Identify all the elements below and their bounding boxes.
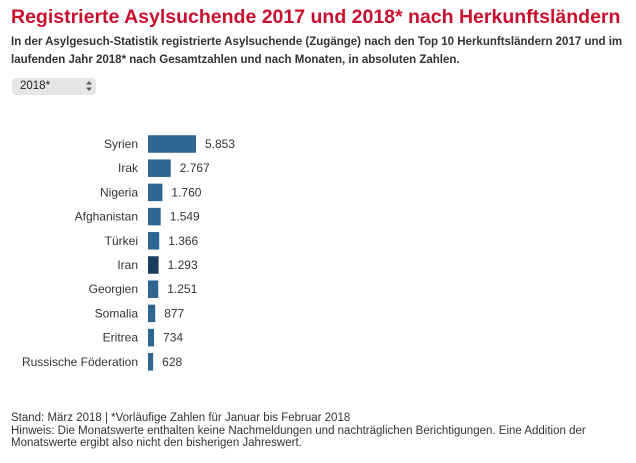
chart-title: Registrierte Asylsuchende 2017 und 2018*… — [11, 6, 621, 28]
bar-chart: Syrien 5.853 Irak 2.767 Nigeria 1.760 Afghanis… — [22, 135, 235, 371]
category-label: Iran — [117, 258, 138, 272]
footer-stand: Stand: März 2018 | *Vorläufige Zahlen fü… — [11, 412, 351, 424]
value-label: 1.366 — [168, 234, 198, 248]
category-label: Somalia — [95, 306, 139, 320]
bar[interactable] — [148, 304, 156, 323]
bar[interactable] — [148, 207, 161, 226]
footer-hinweis: Hinweis: Die Monatswerte enthalten keine… — [11, 424, 586, 450]
value-label: 1.293 — [168, 258, 198, 272]
category-label: Türkei — [105, 234, 138, 248]
value-label: 1.760 — [171, 185, 201, 199]
value-label: 5.853 — [205, 137, 235, 151]
select-arrows-icon — [86, 81, 92, 91]
bar[interactable] — [148, 135, 196, 153]
year-select[interactable]: 2018* — [12, 78, 96, 95]
category-label: Syrien — [104, 137, 138, 151]
category-label: Eritrea — [103, 331, 139, 345]
value-label: 1.251 — [167, 282, 197, 296]
value-label: 628 — [162, 355, 182, 369]
category-label: Russische Föderation — [22, 355, 138, 369]
bar[interactable] — [148, 353, 154, 371]
value-label: 1.549 — [170, 210, 200, 224]
category-label: Georgien — [89, 282, 138, 296]
category-label: Afghanistan — [75, 210, 138, 224]
category-label: Irak — [118, 161, 139, 175]
bar[interactable] — [148, 256, 159, 274]
chart-subtitle: In der Asylgesuch-Statistik registrierte… — [11, 36, 623, 66]
value-label: 2.767 — [180, 161, 210, 175]
value-label: 877 — [164, 306, 184, 320]
bar[interactable] — [148, 159, 171, 177]
category-label: Nigeria — [100, 185, 138, 199]
bar[interactable] — [148, 280, 159, 298]
bar[interactable] — [148, 232, 160, 250]
bar[interactable] — [148, 328, 155, 347]
year-select-value: 2018* — [20, 80, 51, 92]
footer: Stand: März 2018 | *Vorläufige Zahlen fü… — [11, 412, 629, 450]
value-label: 734 — [163, 331, 183, 345]
bar[interactable] — [148, 183, 163, 202]
